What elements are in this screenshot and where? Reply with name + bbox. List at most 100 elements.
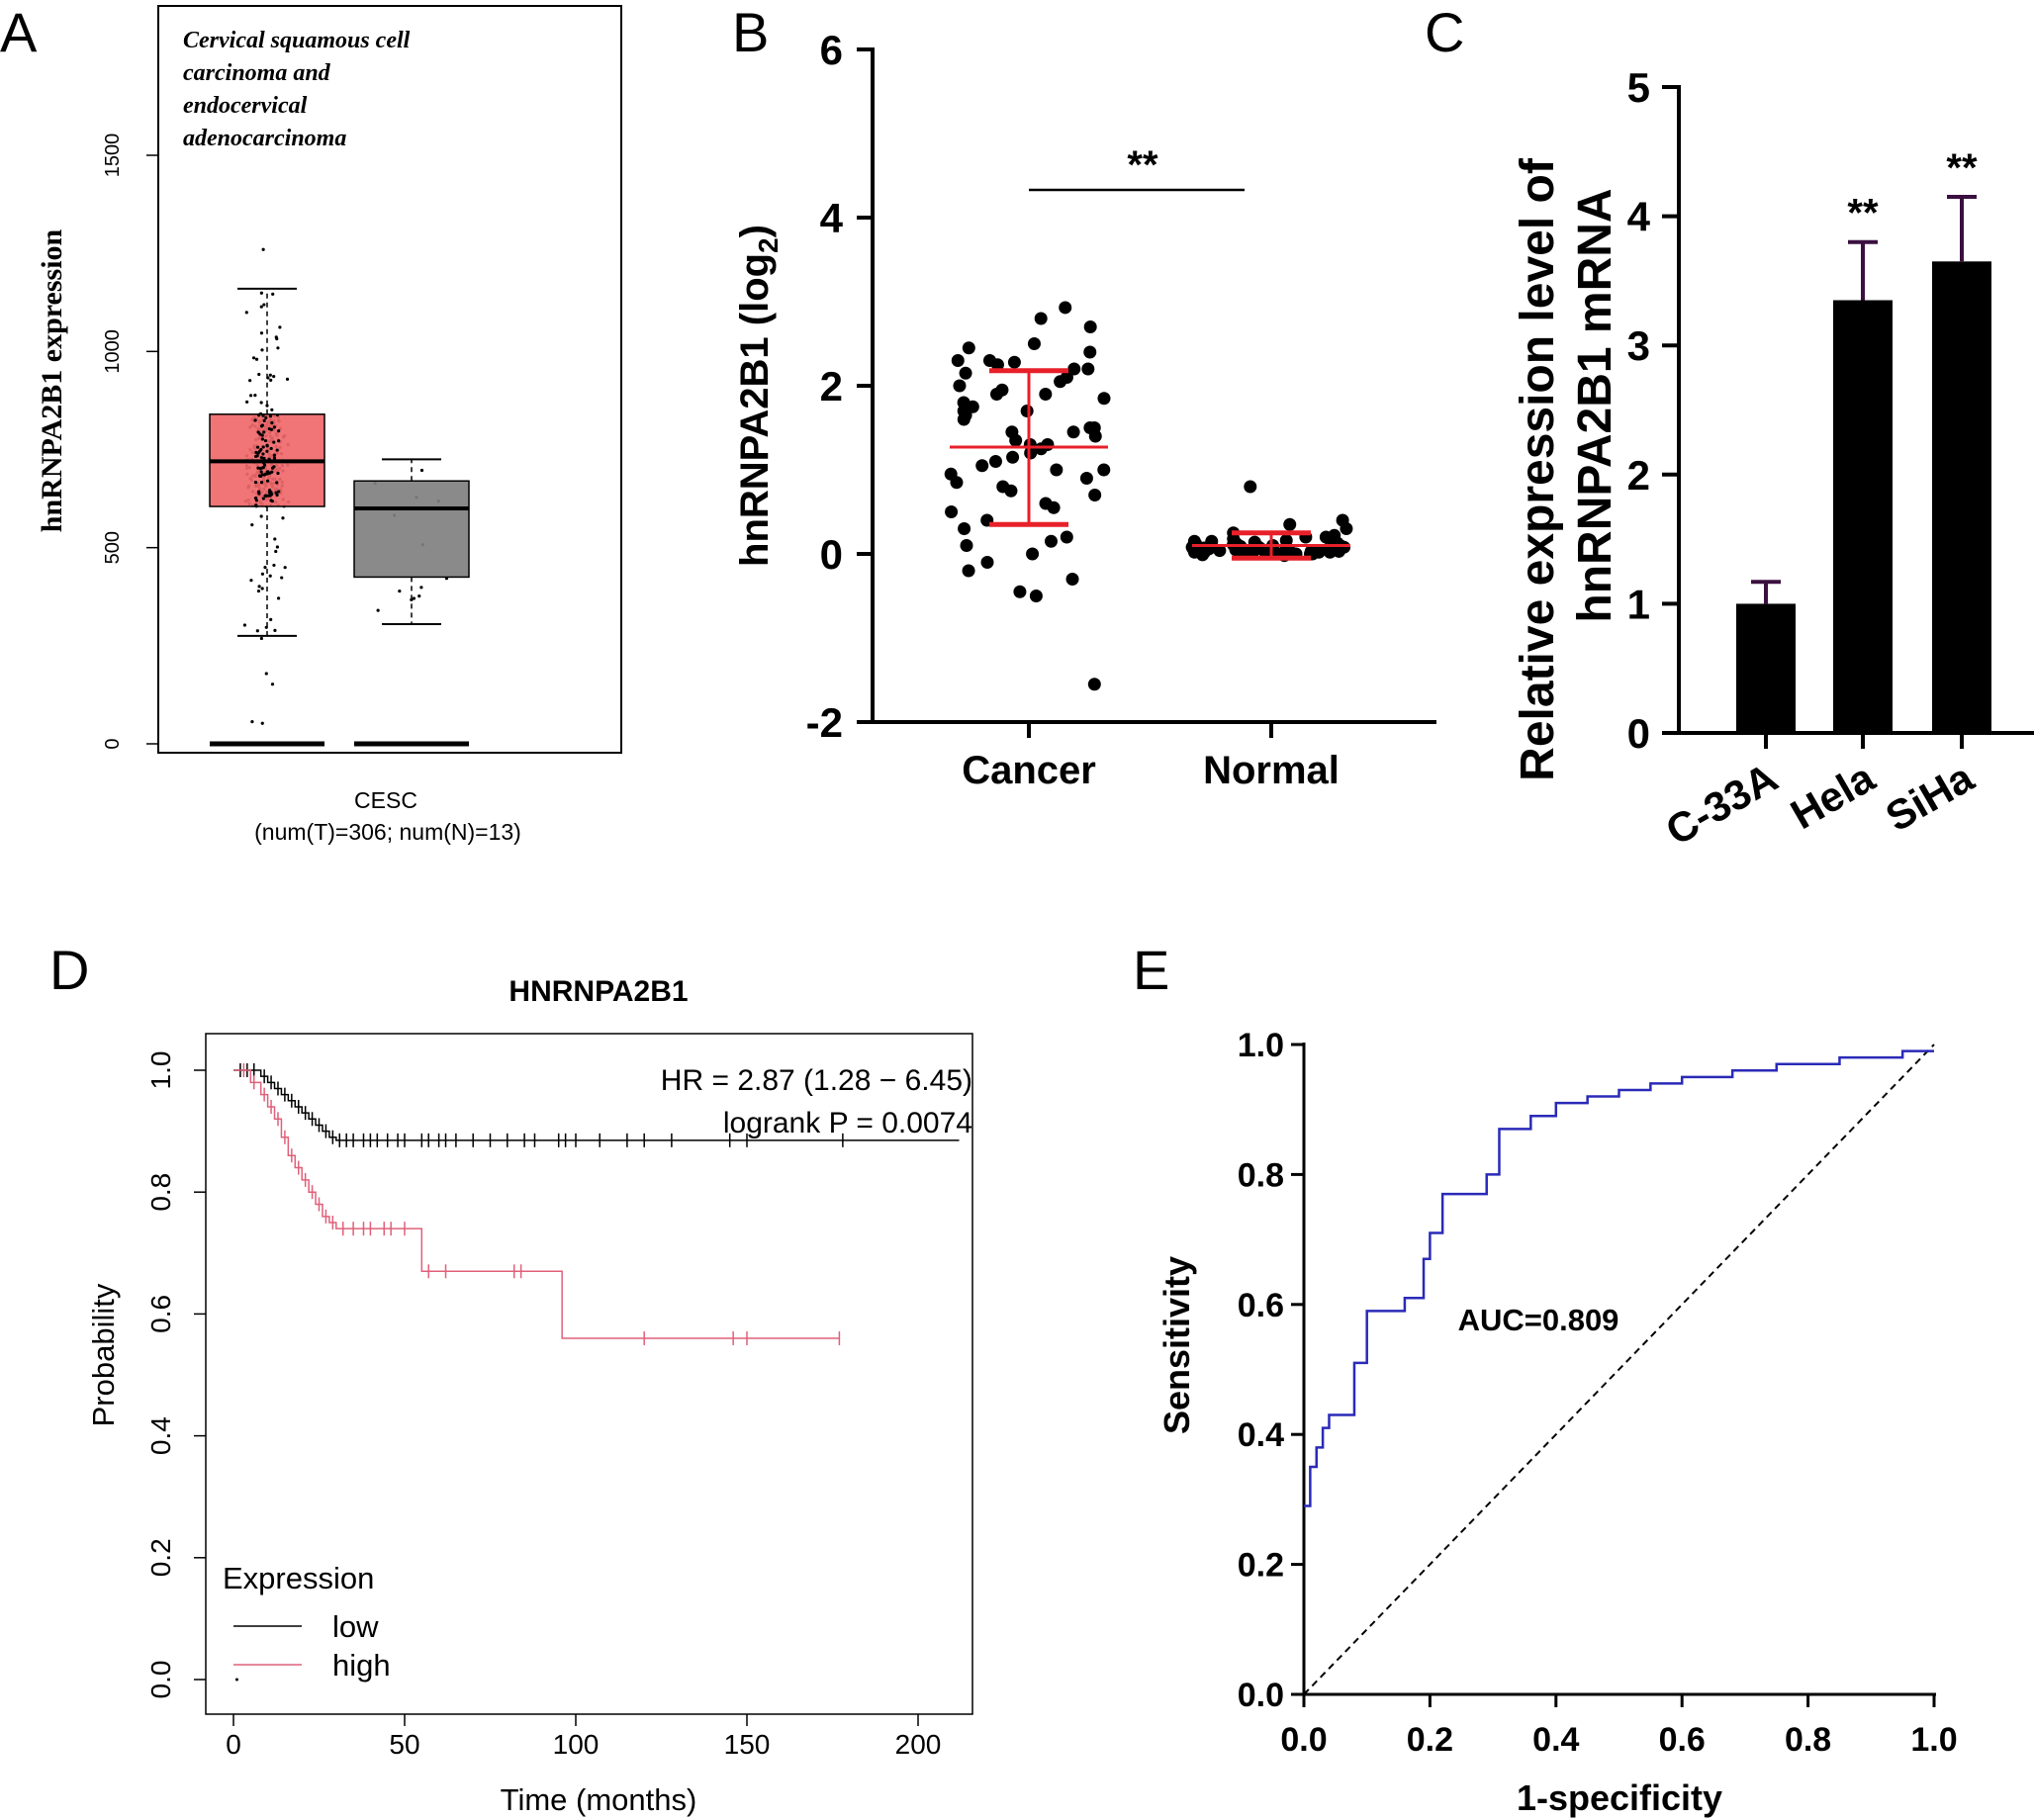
panel-a-boxes xyxy=(209,287,470,747)
panel-b-point-cancer xyxy=(962,341,975,355)
panel-d-legend-label-high: high xyxy=(332,1648,391,1683)
panel-a-point xyxy=(281,516,285,520)
panel-b-point-normal xyxy=(1244,480,1257,494)
panel-b-point-cancer xyxy=(1013,585,1027,598)
panel-a-point xyxy=(276,596,281,600)
panel-d-hr: HR = 2.87 (1.28 − 6.45) xyxy=(661,1064,972,1097)
panel-d-x-tick-label: 100 xyxy=(553,1729,600,1760)
panel-a-point xyxy=(270,420,274,425)
panel-a-point xyxy=(269,378,273,382)
panel-d-legend-title: Expression xyxy=(223,1561,374,1595)
panel-b-point-cancer xyxy=(975,459,989,473)
panel-b-point-cancer xyxy=(1054,375,1067,389)
panel-b-point-cancer xyxy=(1067,362,1081,376)
panel-e-y-tick-label: 0.6 xyxy=(1238,1287,1284,1324)
panel-a-point xyxy=(272,375,276,379)
panel-a-point xyxy=(257,413,261,417)
panel-a-point xyxy=(262,303,266,307)
panel-c-y-label-line1: Relative expression level of xyxy=(1512,157,1564,781)
panel-a-y-axis: 0 500 1000 1500 xyxy=(102,134,158,750)
panel-a-point xyxy=(256,589,261,593)
panel-a-point xyxy=(249,394,253,398)
panel-c-significance: ** xyxy=(1946,146,1978,190)
panel-a-point xyxy=(258,474,263,479)
panel-letter-a: A xyxy=(0,1,38,63)
panel-c-y-label-line2: hnRNPA2B1 mRNA xyxy=(1569,188,1621,622)
panel-a-point xyxy=(276,471,280,476)
panel-b-point-cancer xyxy=(1060,530,1073,544)
panel-letter-c: C xyxy=(1425,1,1464,63)
panel-b-point-cancer xyxy=(1059,301,1072,315)
panel-b-point-cancer xyxy=(1006,450,1020,464)
panel-a-point xyxy=(272,440,276,444)
panel-letter-d: D xyxy=(49,939,89,1001)
panel-a-point xyxy=(277,429,281,433)
panel-b-point-cancer xyxy=(958,522,971,535)
panel-a-point xyxy=(260,437,264,441)
panel-b-point-normal xyxy=(1187,545,1201,559)
panel-d-legend: Expression low high xyxy=(223,1561,391,1683)
panel-a-point xyxy=(283,566,287,570)
panel-d-y-label: Probability xyxy=(86,1283,121,1426)
panel-b-y-label-sub: 2 xyxy=(753,237,784,253)
panel-a-point xyxy=(260,348,264,352)
panel-b-y-label: hnRNPA2B1 (log2) xyxy=(733,225,784,567)
panel-b-point-cancer xyxy=(1020,405,1034,417)
panel-a-point xyxy=(255,629,259,633)
panel-a-point xyxy=(263,438,268,443)
panel-a-point xyxy=(272,563,276,568)
panel-c-category-label: SiHa xyxy=(1878,754,1982,841)
panel-c-bar-c-33a xyxy=(1736,603,1796,733)
panel-e-x-tick-label: 0.4 xyxy=(1532,1721,1579,1759)
panel-a-point xyxy=(262,430,266,434)
panel-b-point-cancer xyxy=(1027,337,1041,350)
panel-a-point xyxy=(269,617,273,621)
panel-b-point-cancer xyxy=(990,388,1004,401)
panel-b-y-label-main: hnRNPA2B1 (log xyxy=(733,253,777,567)
panel-a-point xyxy=(275,545,280,549)
panel-d-y-tick-label: 0.6 xyxy=(145,1295,176,1333)
panel-e-x-tick-label: 1.0 xyxy=(1910,1721,1957,1759)
panel-a-point xyxy=(258,449,262,453)
panel-a-point xyxy=(267,457,271,461)
panel-b-point-cancer xyxy=(1047,500,1061,514)
panel-d-y-tick-label: 0.4 xyxy=(145,1416,176,1455)
panel-b-y-tick-label: 4 xyxy=(820,195,844,241)
panel-a-point xyxy=(262,473,267,477)
panel-e-x-tick-label: 0.0 xyxy=(1280,1721,1327,1759)
panel-a-point xyxy=(261,445,265,449)
panel-b-y-tick-label: 2 xyxy=(820,363,843,410)
panel-a-point xyxy=(271,292,275,296)
panel-a-y-tick-label: 0 xyxy=(102,738,124,749)
panel-e-y-tick-label: 0.0 xyxy=(1238,1677,1284,1714)
panel-a-point xyxy=(270,682,275,686)
panel-a-point xyxy=(259,514,263,518)
panel-a-point xyxy=(273,628,277,632)
panel-b-point-cancer xyxy=(1026,547,1040,561)
panel-a-point xyxy=(259,470,263,474)
panel-c-y-tick-label: 5 xyxy=(1627,64,1650,111)
panel-e-roc-curve: 0.0 0.0 0.2 0.2 0.4 0.4 0.6 0.6 0.8 0.8 1.0 1.0 AUC… xyxy=(1156,1027,1958,1818)
panel-a-boxplot: Cervical squamous cell carcinoma and end… xyxy=(36,5,622,845)
panel-d-x-tick-label: 50 xyxy=(389,1729,419,1760)
panel-a-point xyxy=(261,452,265,456)
panel-b-point-cancer xyxy=(1081,362,1095,376)
panel-a-point xyxy=(273,537,277,541)
panel-a-title-line: Cervical squamous cell xyxy=(183,28,411,53)
panel-a-point xyxy=(272,453,276,457)
panel-a-point xyxy=(265,449,269,453)
panel-e-auc: AUC=0.809 xyxy=(1458,1303,1619,1337)
panel-a-point xyxy=(268,373,272,377)
panel-a-point xyxy=(259,481,264,485)
panel-b-point-normal xyxy=(1332,544,1345,558)
panel-a-title-line: carcinoma and xyxy=(183,60,331,86)
panel-b-significance: ** xyxy=(1127,143,1158,187)
panel-a-point xyxy=(262,418,266,422)
panel-a-point xyxy=(260,572,265,576)
panel-a-point xyxy=(254,450,258,454)
panel-b-point-cancer xyxy=(1039,388,1053,401)
panel-a-point xyxy=(265,479,270,483)
panel-a-point xyxy=(259,424,264,428)
panel-d-y-tick-label: 0.8 xyxy=(145,1173,176,1212)
